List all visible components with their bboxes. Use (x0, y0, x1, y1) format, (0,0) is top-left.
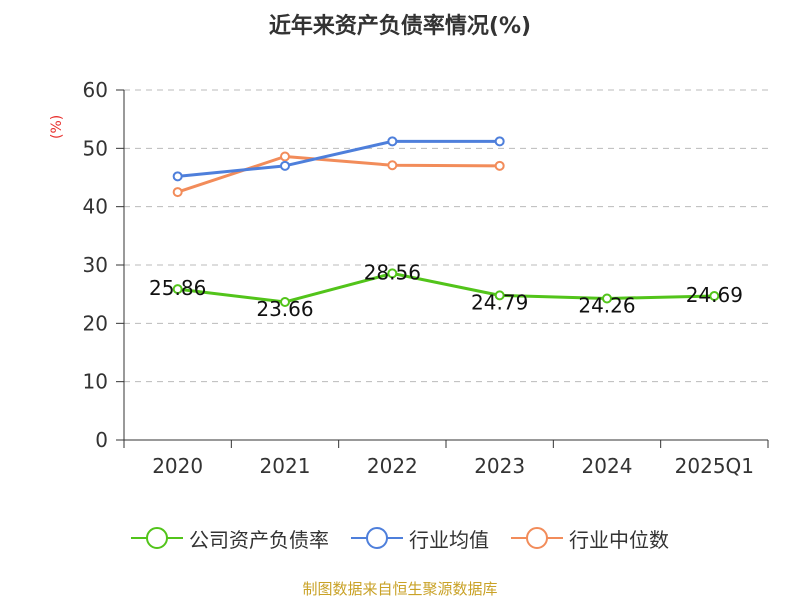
x-tick-label: 2025Q1 (675, 454, 754, 478)
data-label: 24.69 (686, 283, 743, 307)
data-point (494, 136, 505, 147)
series-line (177, 271, 715, 304)
y-tick-label: 60 (83, 78, 108, 102)
data-point (602, 293, 612, 304)
data-point (709, 290, 720, 301)
gridlines (124, 89, 768, 383)
legend-line-circle-icon (511, 526, 563, 550)
axes: 0 10 20 30 40 50 60 2020 2021 2022 2023 2024 2025Q1 (83, 78, 769, 478)
y-tick-label: 40 (83, 195, 108, 219)
data-point (172, 284, 183, 295)
data-label: 24.26 (578, 293, 635, 317)
data-point (387, 160, 398, 171)
data-point (172, 171, 183, 182)
y-tick-label: 30 (83, 253, 108, 277)
x-tick-label: 2021 (260, 454, 311, 478)
y-tick-label: 10 (83, 370, 108, 394)
legend-line-circle-icon (131, 526, 183, 550)
data-label: 25.86 (149, 276, 206, 300)
data-label: 23.66 (256, 297, 313, 321)
source-note: 制图数据来自恒生聚源数据库 (302, 580, 498, 598)
data-point (280, 296, 290, 307)
y-tick-label: 0 (95, 428, 108, 452)
series-line (177, 139, 500, 178)
legend: 公司资产负债率 行业均值 行业中位数 (0, 518, 800, 558)
data-point (280, 151, 290, 162)
y-tick-label: 20 (83, 311, 108, 335)
y-tick-label: 50 (83, 136, 108, 160)
legend-line-circle-icon (351, 526, 403, 550)
data-label: 24.79 (471, 290, 528, 314)
data-point (387, 136, 398, 147)
legend-item-company[interactable]: 公司资产负债率 (131, 524, 329, 553)
x-tick-label: 2023 (474, 454, 525, 478)
data-point (387, 268, 398, 279)
legend-label: 行业中位数 (569, 527, 669, 552)
data-point (280, 160, 290, 171)
x-tick-label: 2022 (367, 454, 418, 478)
data-point (494, 290, 505, 301)
data-point (494, 160, 505, 171)
data-point (172, 187, 183, 198)
series-line (177, 155, 500, 194)
legend-label: 行业均值 (409, 527, 489, 552)
data-label: 28.56 (364, 260, 421, 284)
data-labels: 25.86 23.66 28.56 24.79 24.26 24.69 (149, 260, 743, 321)
legend-item-industry-median[interactable]: 行业中位数 (511, 524, 669, 553)
legend-item-industry-mean[interactable]: 行业均值 (351, 524, 489, 553)
chart-title: 近年来资产负债率情况(%) (268, 14, 532, 39)
x-tick-label: 2024 (582, 454, 633, 478)
series-layer (172, 136, 720, 307)
x-tick-label: 2020 (152, 454, 203, 478)
legend-label: 公司资产负债率 (189, 527, 329, 552)
